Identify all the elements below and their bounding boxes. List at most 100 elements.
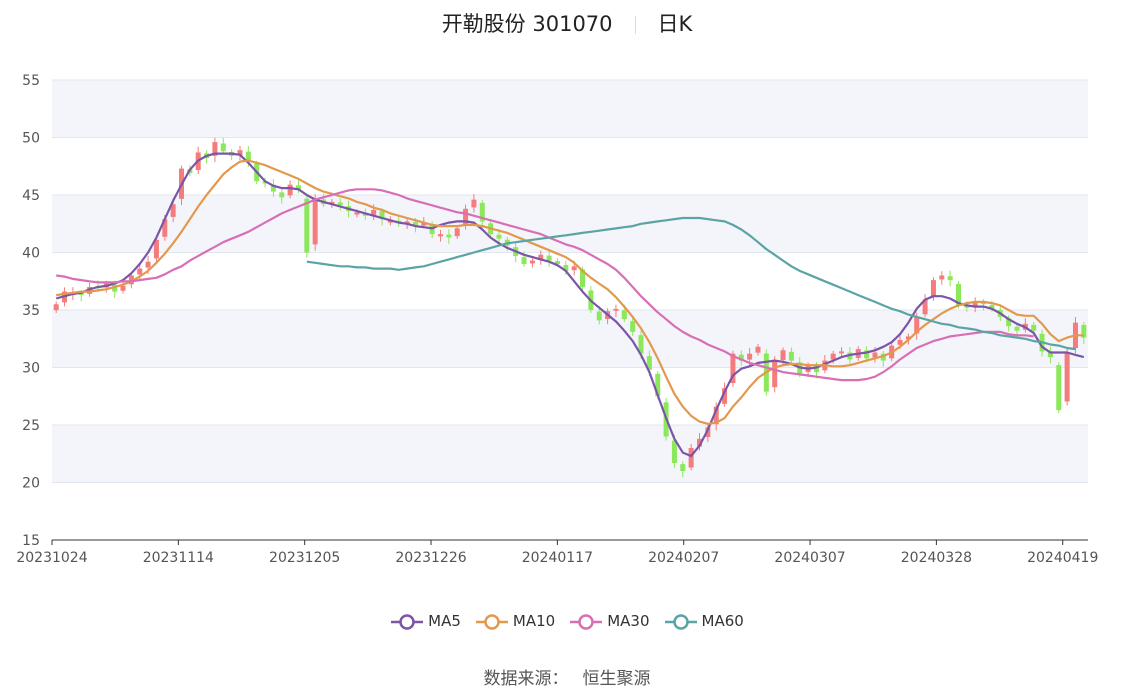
candle-body — [981, 301, 987, 305]
candle-body — [463, 208, 469, 226]
candle-body — [722, 388, 728, 404]
source-provider: 恒生聚源 — [582, 669, 651, 689]
candle-body — [354, 212, 360, 215]
candle-body — [830, 353, 836, 360]
candle-body — [220, 143, 226, 152]
candle-body — [262, 181, 268, 184]
candle-body — [412, 222, 418, 227]
grid-band — [52, 80, 1088, 138]
legend-item-ma5[interactable]: MA5 — [390, 612, 461, 631]
candle-body — [730, 353, 736, 384]
candle-body — [580, 269, 586, 287]
candle-body — [295, 185, 301, 190]
candle-body — [655, 373, 661, 397]
candle-body — [237, 150, 243, 156]
candle-body — [529, 260, 535, 264]
candle-body — [638, 335, 644, 354]
candlestick-chart: 15 20 25 30 35 40 45 50 55 20231024 20231114 202312… — [16, 73, 1098, 566]
candle-body — [437, 234, 444, 237]
candle-body — [78, 293, 84, 296]
candle-body — [839, 351, 845, 354]
grid-band — [52, 425, 1088, 483]
candle-body — [496, 234, 502, 239]
legend-label: MA10 — [512, 612, 556, 631]
candle-body — [1064, 352, 1070, 402]
candle-body — [454, 228, 460, 237]
ma-line-ma60 — [306, 216, 1076, 351]
candle-body — [563, 265, 569, 271]
candle-body — [312, 198, 318, 245]
y-tick-label: 20 — [22, 476, 40, 492]
candle-body — [479, 202, 485, 222]
candle-body — [989, 304, 995, 309]
candle-body — [972, 303, 978, 308]
title-separator — [634, 16, 636, 34]
data-source: 数据来源： 恒生聚源 — [0, 664, 1134, 689]
candle-body — [120, 285, 126, 291]
y-tick-label: 45 — [22, 188, 40, 204]
candle-body — [772, 361, 778, 388]
legend-item-ma60[interactable]: MA60 — [664, 612, 744, 631]
candle-body — [880, 353, 886, 361]
x-tick-label: 20240328 — [901, 550, 972, 566]
candle-body — [1047, 352, 1053, 358]
candle-body — [613, 308, 619, 311]
candle-body — [939, 275, 945, 280]
x-tick-label: 20231114 — [143, 550, 214, 566]
candle-body — [680, 464, 686, 471]
legend-marker-icon — [475, 614, 508, 630]
candle-body — [1081, 324, 1087, 338]
candle-body — [780, 350, 786, 361]
candle-body — [212, 142, 218, 156]
candle-body — [538, 254, 544, 260]
candle-body — [905, 336, 911, 340]
legend-item-ma30[interactable]: MA30 — [569, 612, 650, 631]
candle-body — [947, 276, 953, 281]
x-tick-label: 20240419 — [1027, 550, 1098, 566]
ma-line-ma30 — [56, 188, 1034, 382]
candle-body — [738, 354, 744, 361]
candle-body — [571, 266, 577, 271]
chart-legend: MA5 MA10 MA30 MA60 — [0, 612, 1134, 631]
x-tick-label: 20240117 — [522, 550, 593, 566]
legend-label: MA30 — [607, 612, 650, 631]
y-tick-label: 25 — [22, 418, 40, 434]
x-tick-label: 20240207 — [648, 550, 719, 566]
candle-body — [788, 351, 794, 361]
candle-body — [521, 257, 527, 264]
y-tick-label: 35 — [22, 303, 40, 319]
legend-label: MA60 — [701, 612, 744, 631]
candle-body — [930, 280, 936, 297]
candle-body — [813, 366, 819, 373]
x-tick-label: 20240307 — [774, 550, 845, 566]
candle-body — [671, 440, 677, 463]
candle-body — [153, 239, 159, 259]
candle-body — [922, 299, 928, 315]
candle-body — [955, 283, 962, 306]
candle-body — [371, 209, 377, 215]
candle-body — [864, 350, 870, 359]
legend-label: MA5 — [428, 612, 461, 631]
candle-body — [747, 353, 753, 360]
candle-body — [897, 339, 903, 345]
y-tick-label: 40 — [22, 246, 40, 262]
candle-body — [688, 448, 694, 468]
y-tick-label: 55 — [22, 73, 40, 89]
candle-body — [713, 406, 719, 425]
candle-body — [1014, 326, 1020, 331]
candle-body — [329, 201, 335, 204]
candle-body — [646, 356, 652, 370]
candle-body — [872, 352, 878, 358]
candle-body — [421, 222, 427, 226]
stock-name-code: 开勒股份 301070 — [441, 12, 613, 36]
candle-body — [621, 310, 627, 320]
candle-body — [964, 305, 970, 308]
legend-marker-icon — [570, 614, 603, 630]
candle-body — [387, 220, 393, 223]
candle-body — [137, 268, 143, 275]
y-tick-label: 15 — [22, 533, 40, 549]
candle-body — [245, 151, 251, 161]
candle-body — [554, 261, 560, 264]
candle-body — [112, 284, 118, 292]
legend-item-ma10[interactable]: MA10 — [475, 612, 555, 631]
